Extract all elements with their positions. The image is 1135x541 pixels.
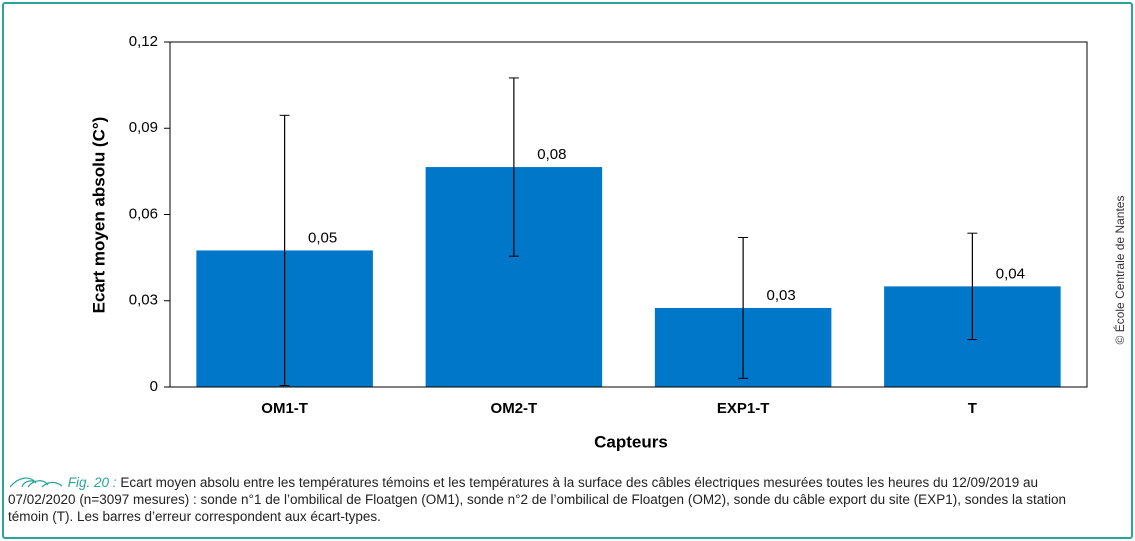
y-tick-label: 0,12: [129, 33, 158, 50]
plot-frame: [169, 41, 1088, 388]
data-label: 0,04: [996, 265, 1025, 282]
x-tick-label: EXP1-T: [717, 400, 770, 417]
caption: Fig. 20 : Ecart moyen absolu entre les t…: [8, 474, 1088, 525]
wave-icon: [9, 477, 63, 488]
x-tick-label: OM1-T: [261, 400, 308, 417]
data-label: 0,05: [308, 229, 337, 246]
chart: Ecart moyen absolu (C°) Capteurs 0 0,03 0,…: [89, 33, 1088, 451]
y-tick-label: 0,09: [129, 119, 158, 136]
y-tick-label: 0: [150, 378, 158, 395]
x-tick-label: OM2-T: [491, 400, 538, 417]
y-tick-label: 0,03: [129, 292, 158, 309]
data-label: 0,03: [767, 287, 796, 304]
x-tick-label: T: [968, 400, 977, 417]
y-axis-label: Ecart moyen absolu (C°): [89, 117, 108, 314]
caption-text: Ecart moyen absolu entre les température…: [8, 475, 1067, 524]
figure-label: Fig. 20 :: [67, 475, 117, 490]
data-label: 0,08: [537, 146, 566, 163]
copyright: © École Centrale de Nantes: [1113, 195, 1127, 345]
x-axis-label: Capteurs: [594, 432, 668, 451]
y-tick-label: 0,06: [129, 205, 158, 222]
